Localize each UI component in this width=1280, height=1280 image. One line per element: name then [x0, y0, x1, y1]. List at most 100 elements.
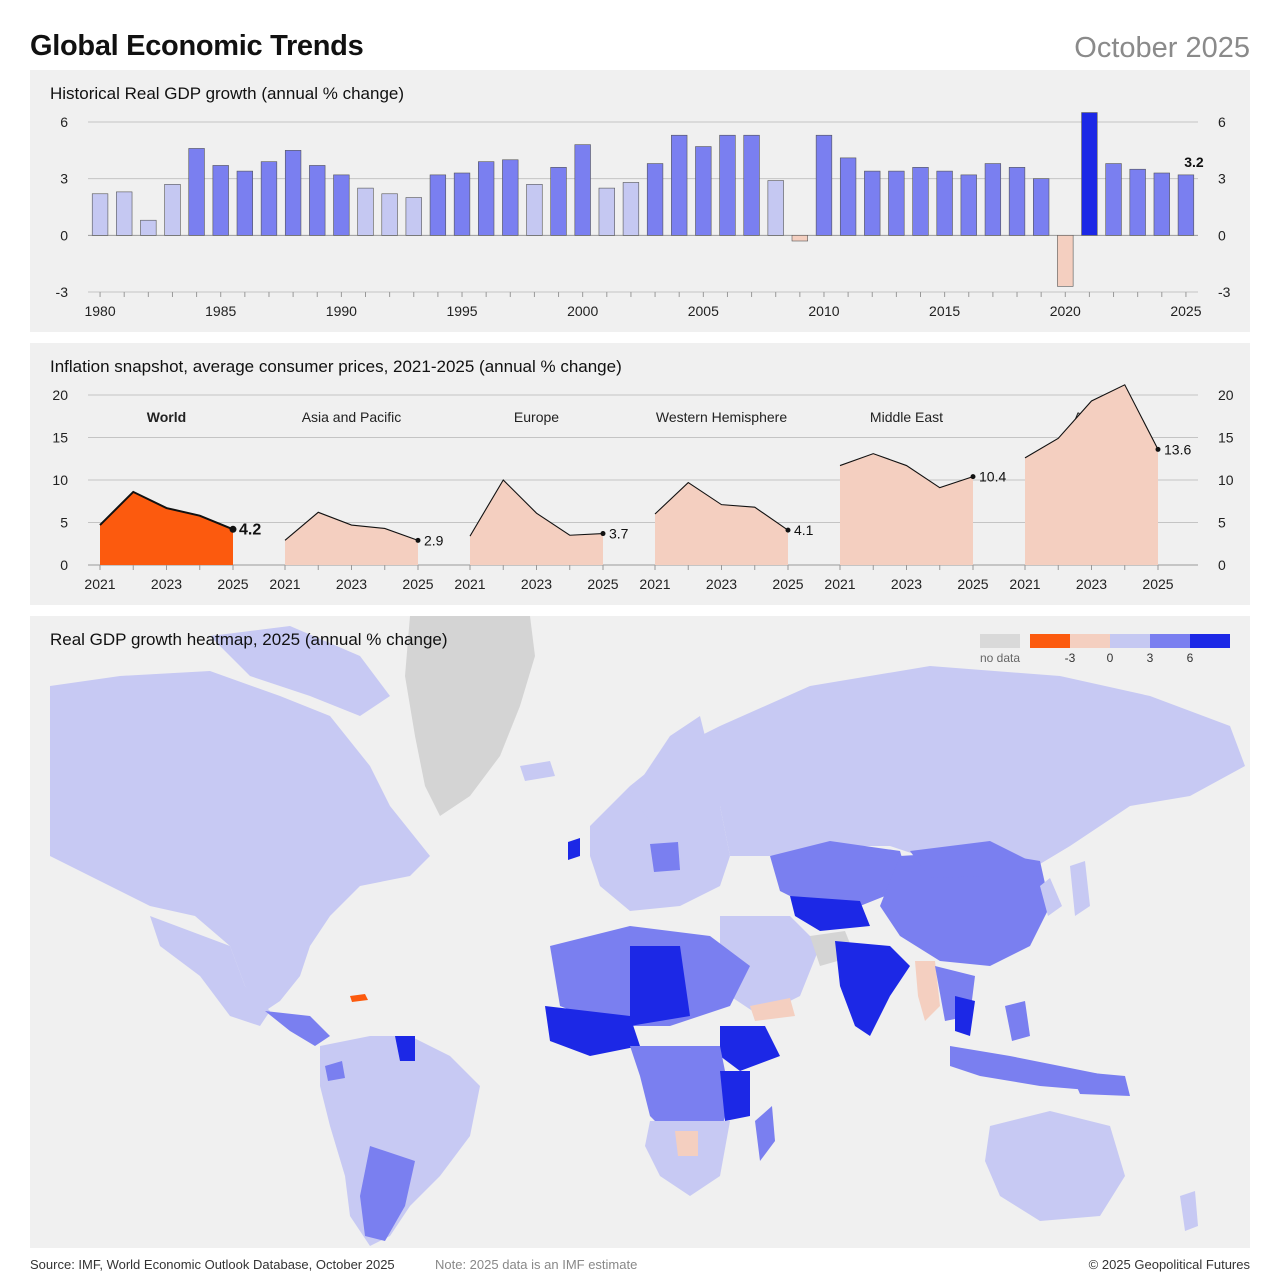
- x-tick-label: 1995: [446, 303, 477, 319]
- y-tick-right: 3: [1218, 171, 1226, 187]
- x-tick-label: 2021: [824, 576, 855, 592]
- bar-2018: [1009, 167, 1025, 235]
- bar-2024: [1154, 173, 1170, 235]
- x-tick-label: 2025: [1170, 303, 1201, 319]
- bar-2006: [720, 135, 736, 235]
- bar-2023: [1130, 169, 1146, 235]
- bar-2014: [913, 167, 929, 235]
- end-dot: [601, 531, 606, 536]
- y-tick-left: -3: [56, 284, 69, 300]
- y-tick-right: 6: [1218, 114, 1226, 130]
- page-title: Global Economic Trends: [30, 30, 363, 63]
- bar-1980: [92, 194, 108, 236]
- series-name: Middle East: [870, 409, 943, 425]
- y-tick-right: 15: [1218, 430, 1234, 446]
- x-tick-label: 1985: [205, 303, 236, 319]
- end-label: 4.1: [794, 522, 814, 538]
- x-tick-label: 2021: [84, 576, 115, 592]
- bar-2021: [1082, 113, 1098, 236]
- x-tick-label: 2005: [688, 303, 719, 319]
- bar-2005: [695, 147, 711, 236]
- bar-2016: [961, 175, 977, 235]
- y-tick-right: 0: [1218, 227, 1226, 243]
- bar-2025: [1178, 175, 1194, 235]
- x-tick-label: 2000: [567, 303, 598, 319]
- bar-2020: [1057, 235, 1073, 286]
- bar-1987: [261, 162, 277, 236]
- bar-2003: [647, 164, 663, 236]
- y-tick-right: 20: [1218, 387, 1234, 403]
- inflation-chart: 20 2015 1510 105 50 0World4.22021 2023 2025Asia…: [30, 343, 1250, 605]
- bar-2019: [1033, 179, 1049, 236]
- bar-2012: [864, 171, 880, 235]
- legend-swatch: [1110, 634, 1150, 648]
- bar-2017: [985, 164, 1001, 236]
- heatmap-title: Real GDP growth heatmap, 2025 (annual % …: [50, 630, 448, 650]
- bar-1989: [309, 165, 325, 235]
- y-tick-right: 0: [1218, 557, 1226, 573]
- world-map: no data -3 0 3 6: [30, 616, 1250, 1248]
- bar-2009: [792, 235, 808, 241]
- region-poland: [650, 842, 680, 872]
- series-name: World: [147, 409, 186, 425]
- region-libya-niger: [630, 946, 690, 1026]
- legend-tick: 6: [1187, 651, 1194, 665]
- bar-1983: [165, 184, 181, 235]
- end-label: 4.2: [239, 521, 261, 538]
- inflation-series-western-hemisphere: Western Hemisphere4.12021 2023 2025: [639, 409, 813, 592]
- y-tick-right: 5: [1218, 515, 1226, 531]
- x-tick-label: 2025: [217, 576, 248, 592]
- bar-2007: [744, 135, 760, 235]
- bar-1992: [382, 194, 398, 236]
- bar-1999: [551, 167, 567, 235]
- heatmap-panel: no data -3 0 3 6 Real GDP growth heatmap, 20…: [30, 616, 1250, 1248]
- x-tick-label: 2025: [957, 576, 988, 592]
- y-tick-left: 20: [52, 387, 68, 403]
- estimate-note: Note: 2025 data is an IMF estimate: [435, 1257, 637, 1272]
- end-label: 13.6: [1164, 441, 1191, 457]
- x-tick-label: 2025: [402, 576, 433, 592]
- gdp-history-chart: 6 6 3 3 0 0 -3 -3 1980 1985 1990 1995 2000 2005 2010 20…: [30, 70, 1250, 332]
- copyright: © 2025 Geopolitical Futures: [1089, 1257, 1250, 1272]
- end-dot: [416, 538, 421, 543]
- last-value-label: 3.2: [1184, 154, 1204, 170]
- source-note: Source: IMF, World Economic Outlook Data…: [30, 1257, 395, 1272]
- bar-2001: [599, 188, 615, 235]
- bar-2008: [768, 181, 784, 236]
- y-tick-left: 15: [52, 430, 68, 446]
- x-tick-label: 2023: [151, 576, 182, 592]
- y-tick-left: 0: [60, 227, 68, 243]
- bar-2004: [671, 135, 687, 235]
- bar-2011: [840, 158, 856, 235]
- x-tick-label: 2015: [929, 303, 960, 319]
- x-tick-label: 2023: [1076, 576, 1107, 592]
- legend-nodata-label: no data: [980, 651, 1020, 665]
- y-tick-left: 6: [60, 114, 68, 130]
- bar-1995: [454, 173, 470, 235]
- x-tick-label: 2021: [639, 576, 670, 592]
- legend-swatch: [1070, 634, 1110, 648]
- x-tick-label: 2021: [454, 576, 485, 592]
- x-tick-label: 2025: [1142, 576, 1173, 592]
- y-tick-left: 10: [52, 472, 68, 488]
- y-tick-left: 3: [60, 171, 68, 187]
- series-name: Europe: [514, 409, 559, 425]
- x-tick-label: 2023: [521, 576, 552, 592]
- y-tick-right: 10: [1218, 472, 1234, 488]
- area: [100, 492, 233, 565]
- inflation-series-asia-and-pacific: Asia and Pacific 2.9 2021 2023 2025: [269, 409, 443, 592]
- gdp-history-panel: Historical Real GDP growth (annual % cha…: [30, 70, 1250, 332]
- end-label: 2.9: [424, 532, 444, 548]
- x-tick-label: 1980: [84, 303, 115, 319]
- inflation-series-europe: Europe 3.7 2021 2023 2025: [454, 409, 628, 592]
- bar-1997: [502, 160, 518, 236]
- end-dot: [786, 528, 791, 533]
- series-name: Western Hemisphere: [656, 409, 787, 425]
- bar-2010: [816, 135, 832, 235]
- bar-2015: [937, 171, 953, 235]
- bar-1996: [478, 162, 494, 236]
- end-dot: [1156, 447, 1161, 452]
- bar-1981: [116, 192, 132, 235]
- x-tick-label: 2025: [587, 576, 618, 592]
- bar-2000: [575, 145, 591, 236]
